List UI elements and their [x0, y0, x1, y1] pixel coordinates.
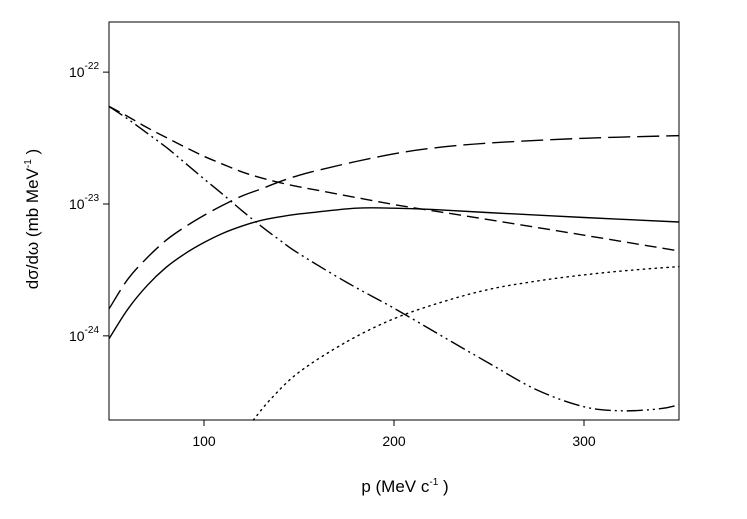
y-tick-label: 10-24: [69, 325, 99, 344]
x-axis-label: p (MeV c-1 ): [361, 477, 448, 496]
y-axis-label: dσ/dω (mb MeV-1 ): [23, 149, 42, 289]
x-tick-label: 300: [572, 433, 596, 449]
y-axis: 10-22 10-23 10-24: [69, 61, 109, 344]
series-line-long-dash: [108, 134, 680, 310]
x-tick-label: 200: [382, 433, 406, 449]
series-line-dash-dot-dot: [108, 105, 680, 412]
series-line-short-dash: [108, 105, 680, 252]
series-layer: [108, 105, 680, 421]
series-line-dotted: [252, 265, 680, 421]
x-tick-label: 100: [192, 433, 216, 449]
y-tick-label: 10-23: [69, 193, 99, 212]
y-tick-label: 10-22: [69, 61, 99, 80]
series-line-solid: [108, 207, 680, 340]
x-axis: 100 200 300: [192, 420, 596, 449]
